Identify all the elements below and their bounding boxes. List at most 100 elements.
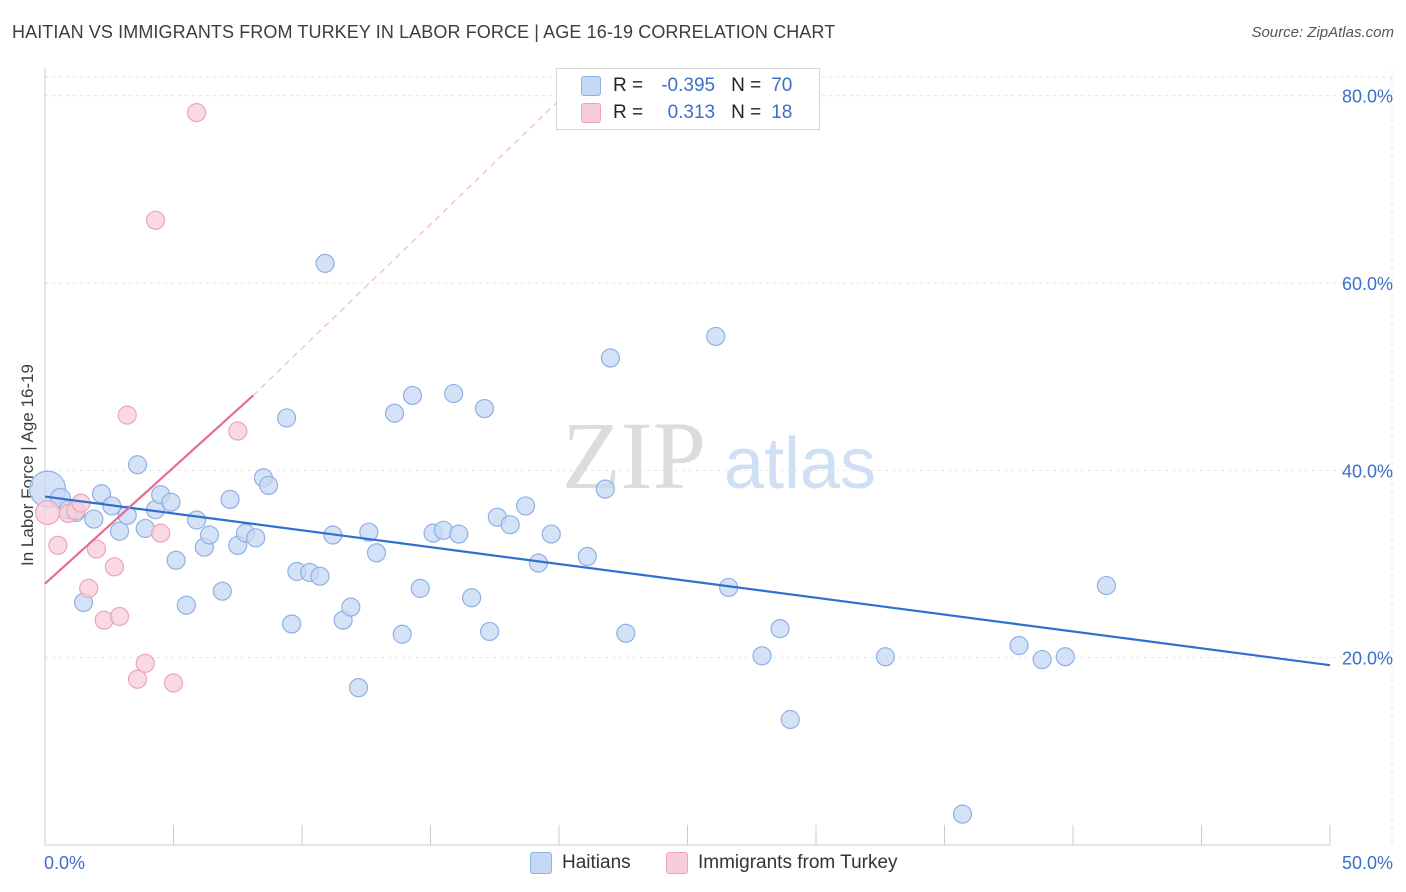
points-layer xyxy=(28,102,1117,824)
legend-item-turkey[interactable]: Immigrants from Turkey xyxy=(666,852,898,874)
turkey-point xyxy=(104,557,124,577)
haitian-point xyxy=(384,403,405,423)
turkey-point xyxy=(145,210,166,230)
legend-row-turkey: R = 0.313 N = 18 xyxy=(581,101,792,125)
legend-row-haitians: R = -0.395 N = 70 xyxy=(581,74,792,98)
turkey-point xyxy=(228,421,248,441)
haitian-point xyxy=(616,623,636,643)
haitian-point xyxy=(166,550,186,570)
haitian-point xyxy=(220,489,240,509)
stats-legend: R = -0.395 N = 70 R = 0.313 N = 18 xyxy=(556,68,820,130)
n-value: 70 xyxy=(771,75,793,96)
y-tick-label: 80.0% xyxy=(1342,87,1393,107)
haitian-point xyxy=(402,385,423,406)
haitian-point xyxy=(161,492,181,512)
y-tick-label: 60.0% xyxy=(1342,274,1393,294)
watermark-atlas: atlas xyxy=(724,424,876,504)
r-label: R = xyxy=(613,75,644,96)
n-label: N = xyxy=(731,102,762,123)
r-value: 0.313 xyxy=(667,102,716,123)
haitian-point xyxy=(84,509,104,529)
haitian-point xyxy=(410,578,430,598)
watermark-zip: ZIP xyxy=(562,402,706,509)
haitian-point xyxy=(187,510,207,530)
haitian-point xyxy=(176,595,196,615)
turkey-swatch xyxy=(581,103,601,123)
turkey-point xyxy=(135,653,155,673)
legend-label-haitians: Haitians xyxy=(562,852,631,873)
turkey-point xyxy=(127,669,148,689)
haitian-point xyxy=(276,408,297,428)
haitian-point xyxy=(515,496,536,516)
legend-label-turkey: Immigrants from Turkey xyxy=(698,852,898,873)
tick-label-layer: 20.0% 40.0% 60.0% 80.0% 0.0% 50.0% xyxy=(44,87,1393,873)
haitian-trend-line xyxy=(44,495,1331,667)
r-label: R = xyxy=(613,102,644,123)
haitian-point xyxy=(109,521,130,541)
chart-title: HAITIAN VS IMMIGRANTS FROM TURKEY IN LAB… xyxy=(12,22,836,42)
turkey-point xyxy=(187,102,207,123)
haitian-point xyxy=(1055,647,1075,667)
haitian-point xyxy=(310,566,330,586)
y-tick-label: 40.0% xyxy=(1342,461,1393,481)
haitian-point xyxy=(392,624,412,644)
haitian-point xyxy=(770,619,790,639)
haitian-point xyxy=(282,614,302,634)
haitian-point xyxy=(1096,575,1117,596)
turkey-point xyxy=(109,606,130,627)
haitian-point xyxy=(780,709,800,730)
turkey-point xyxy=(79,578,99,598)
watermark: ZIP atlas xyxy=(562,402,876,509)
turkey-point xyxy=(86,539,107,559)
source-label: Source: ZipAtlas.com xyxy=(1251,24,1394,41)
haitian-point xyxy=(474,398,495,419)
haitian-point xyxy=(246,528,266,548)
haitian-point xyxy=(600,348,621,368)
haitians-swatch xyxy=(530,852,552,874)
haitian-point xyxy=(480,621,500,642)
haitian-point xyxy=(359,522,379,542)
haitian-point xyxy=(348,678,369,698)
haitian-point xyxy=(500,515,520,535)
haitian-point xyxy=(541,524,561,544)
turkey-trend-line xyxy=(44,394,254,585)
haitian-point xyxy=(91,484,112,504)
x-tick-label: 0.0% xyxy=(44,853,85,873)
turkey-point xyxy=(117,405,137,425)
haitian-point xyxy=(752,646,772,666)
turkey-point xyxy=(151,523,171,543)
haitian-point xyxy=(212,581,232,601)
turkey-point xyxy=(163,673,184,693)
grid-layer xyxy=(45,70,1393,845)
haitian-point xyxy=(449,524,469,544)
r-value: -0.395 xyxy=(661,75,716,96)
axes-layer xyxy=(44,68,1331,846)
turkey-trend-extension xyxy=(252,99,560,396)
n-label: N = xyxy=(731,75,762,96)
haitian-point xyxy=(577,546,597,567)
haitian-point xyxy=(462,588,482,608)
haitian-point xyxy=(199,525,220,545)
haitian-point xyxy=(706,326,726,347)
haitian-point xyxy=(444,383,464,404)
haitians-swatch xyxy=(581,76,601,96)
turkey-swatch xyxy=(666,852,688,874)
haitian-point xyxy=(952,804,973,824)
haitian-point xyxy=(366,543,387,563)
x-tick-label: 50.0% xyxy=(1342,853,1393,873)
turkey-point xyxy=(34,499,61,526)
legend-item-haitians[interactable]: Haitians xyxy=(530,852,631,874)
series-legend: Haitians Immigrants from Turkey xyxy=(0,852,1406,878)
haitian-point xyxy=(1009,635,1029,656)
haitian-point xyxy=(875,647,895,667)
haitian-point xyxy=(315,253,335,273)
haitian-point xyxy=(258,475,279,495)
haitian-point xyxy=(127,455,148,475)
turkey-point xyxy=(48,535,68,555)
haitian-point xyxy=(1032,649,1052,670)
trend-layer xyxy=(44,99,1331,667)
y-tick-label: 20.0% xyxy=(1342,649,1393,669)
n-value: 18 xyxy=(771,102,793,123)
haitian-point xyxy=(341,597,361,617)
